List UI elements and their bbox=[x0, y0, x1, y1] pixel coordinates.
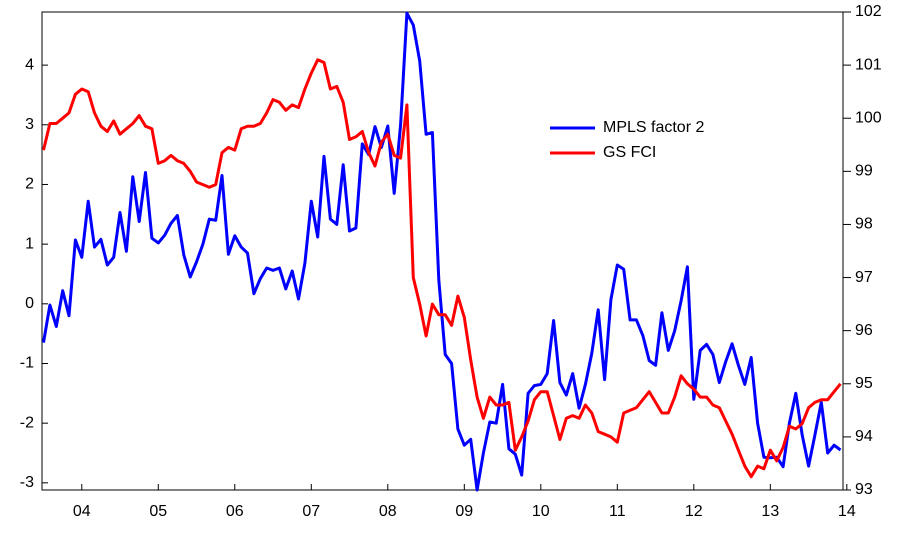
x-tick-label: 06 bbox=[226, 503, 244, 520]
series-line bbox=[42, 58, 842, 479]
x-tick-label: 13 bbox=[761, 503, 779, 520]
y2-tick-label: 100 bbox=[855, 109, 882, 126]
x-tick-label: 07 bbox=[302, 503, 320, 520]
y2-tick-label: 93 bbox=[855, 481, 873, 498]
y-tick-label: 3 bbox=[25, 116, 34, 133]
legend-label: GS FCI bbox=[603, 144, 656, 161]
y2-tick-label: 97 bbox=[855, 269, 873, 286]
y2-tick-label: 96 bbox=[855, 322, 873, 339]
x-tick-label: 05 bbox=[149, 503, 167, 520]
y2-tick-label: 99 bbox=[855, 163, 873, 180]
y2-tick-label: 95 bbox=[855, 375, 873, 392]
y-tick-label: -3 bbox=[20, 474, 34, 491]
x-tick-label: 12 bbox=[685, 503, 703, 520]
x-tick-label: 09 bbox=[455, 503, 473, 520]
legend-label: MPLS factor 2 bbox=[603, 119, 704, 136]
x-tick-label: 08 bbox=[379, 503, 397, 520]
y-tick-label: -1 bbox=[20, 355, 34, 372]
y-tick-label: 1 bbox=[25, 235, 34, 252]
x-tick-label: 14 bbox=[838, 503, 856, 520]
y2-tick-label: 98 bbox=[855, 216, 873, 233]
y2-tick-label: 101 bbox=[855, 56, 882, 73]
y-tick-label: 0 bbox=[25, 295, 34, 312]
plot-frame bbox=[41, 11, 844, 491]
y2-tick-label: 102 bbox=[855, 3, 882, 20]
y-tick-label: 4 bbox=[25, 56, 34, 73]
series-line bbox=[42, 11, 842, 492]
y-tick-label: 2 bbox=[25, 176, 34, 193]
x-tick-label: 10 bbox=[532, 503, 550, 520]
y-tick-label: -2 bbox=[20, 414, 34, 431]
y2-tick-label: 94 bbox=[855, 428, 873, 445]
x-tick-label: 04 bbox=[73, 503, 91, 520]
x-tick-label: 11 bbox=[609, 503, 626, 520]
